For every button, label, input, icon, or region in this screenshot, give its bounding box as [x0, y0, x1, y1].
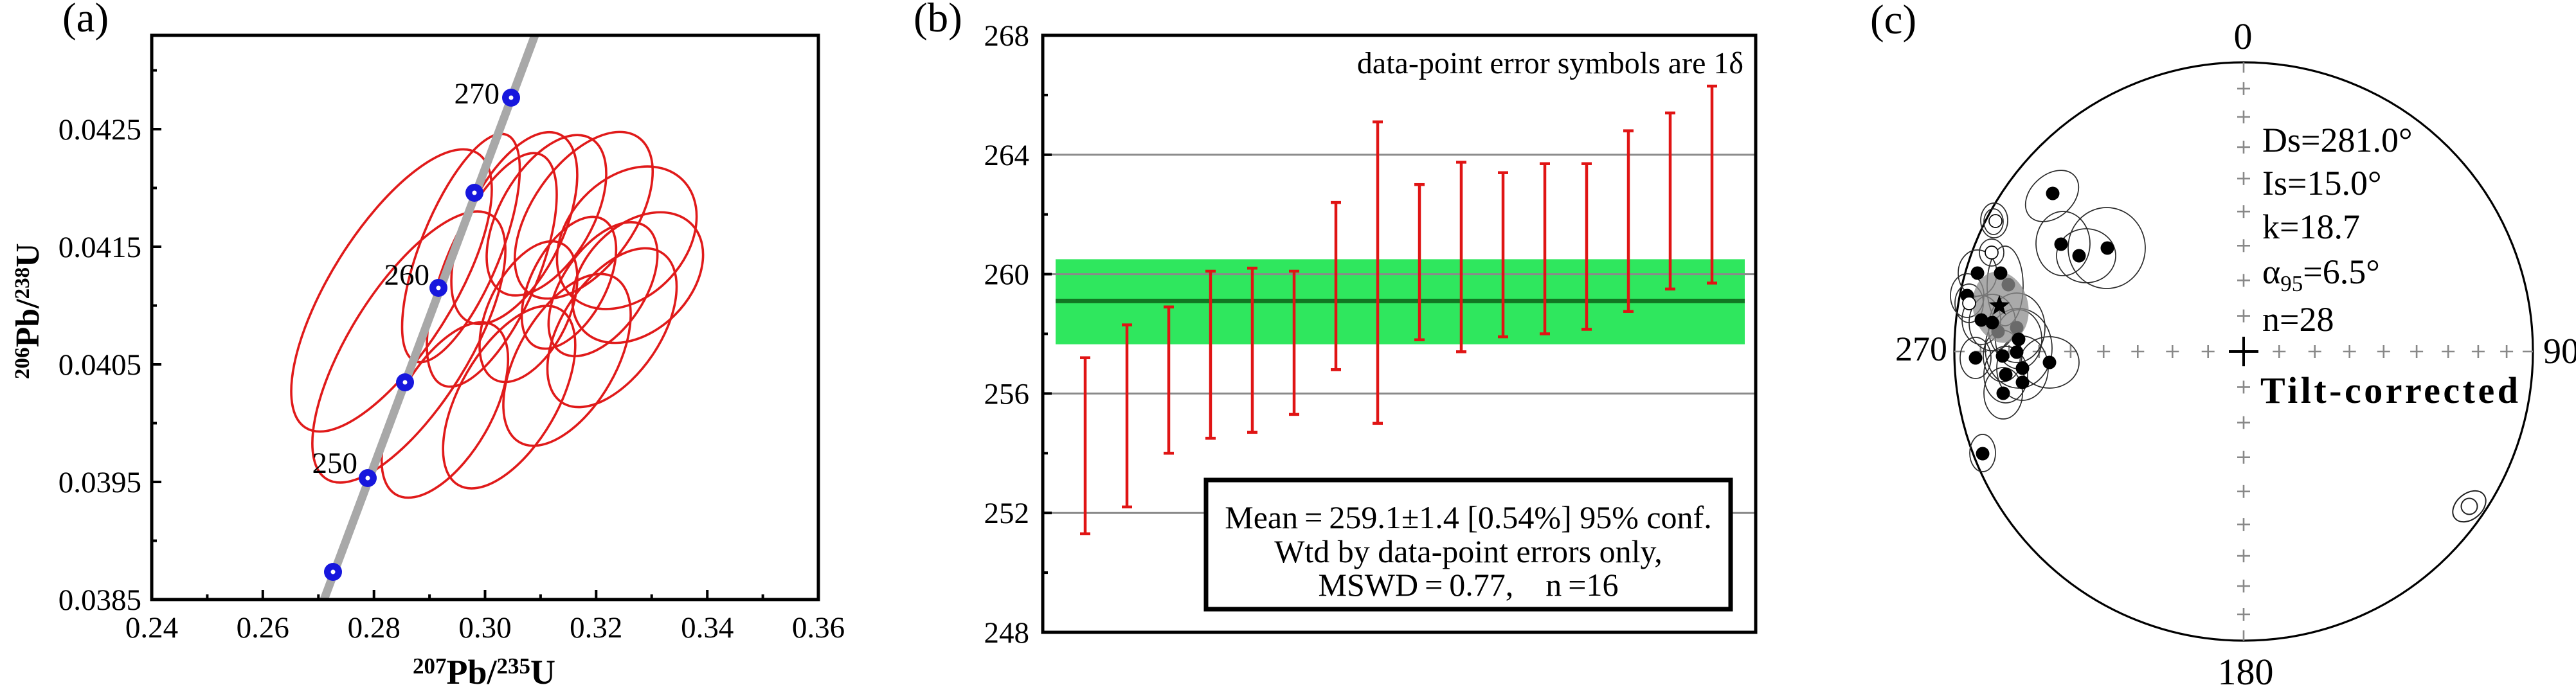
svg-text:Mean = 259.1±1.4 [0.54%] 95% c: Mean = 259.1±1.4 [0.54%] 95% conf. [1225, 499, 1711, 535]
svg-text:0.0425: 0.0425 [59, 113, 141, 147]
svg-text:data-point error symbols are 1: data-point error symbols are 1δ [1357, 46, 1743, 80]
svg-text:0.30: 0.30 [458, 611, 511, 645]
svg-text:0.32: 0.32 [570, 611, 622, 645]
svg-text:270: 270 [1895, 330, 1947, 368]
svg-text:252: 252 [984, 497, 1030, 530]
svg-text:264: 264 [984, 139, 1030, 172]
svg-text:Ds=281.0°: Ds=281.0° [2262, 121, 2413, 159]
svg-text:MSWD = 0.77, n =16: MSWD = 0.77, n =16 [1319, 567, 1619, 603]
svg-text:207Pb/235U: 207Pb/235U [413, 653, 555, 685]
svg-text:Tilt-corrected: Tilt-corrected [2260, 369, 2521, 411]
svg-text:0.0415: 0.0415 [59, 231, 141, 264]
svg-text:(b): (b) [914, 0, 962, 41]
svg-text:260: 260 [384, 258, 430, 292]
svg-text:Is=15.0°: Is=15.0° [2262, 164, 2382, 202]
svg-text:k=18.7: k=18.7 [2262, 208, 2360, 246]
svg-text:Wtd by data-point errors only,: Wtd by data-point errors only, [1274, 533, 1662, 569]
svg-text:250: 250 [312, 447, 358, 480]
svg-text:260: 260 [984, 258, 1030, 292]
svg-text:0: 0 [2234, 15, 2253, 57]
svg-text:0.0395: 0.0395 [59, 466, 141, 499]
svg-text:0.0405: 0.0405 [59, 348, 141, 382]
svg-text:n=28: n=28 [2262, 300, 2334, 339]
svg-text:0.26: 0.26 [237, 611, 289, 645]
svg-text:α95=6.5°: α95=6.5° [2262, 253, 2380, 296]
svg-text:0.24: 0.24 [125, 611, 178, 645]
svg-text:180: 180 [2218, 651, 2274, 685]
svg-text:270: 270 [455, 77, 500, 111]
svg-text:0.34: 0.34 [681, 611, 734, 645]
svg-text:256: 256 [984, 377, 1030, 411]
svg-text:(a): (a) [62, 0, 109, 41]
svg-text:0.28: 0.28 [348, 611, 401, 645]
svg-text:0.0385: 0.0385 [59, 583, 141, 617]
svg-text:248: 248 [984, 616, 1030, 650]
svg-text:90: 90 [2543, 332, 2576, 371]
svg-text:0.36: 0.36 [792, 611, 845, 645]
svg-text:268: 268 [984, 19, 1030, 53]
svg-text:206Pb/238U: 206Pb/238U [10, 243, 46, 379]
svg-text:(c): (c) [1870, 0, 1916, 43]
